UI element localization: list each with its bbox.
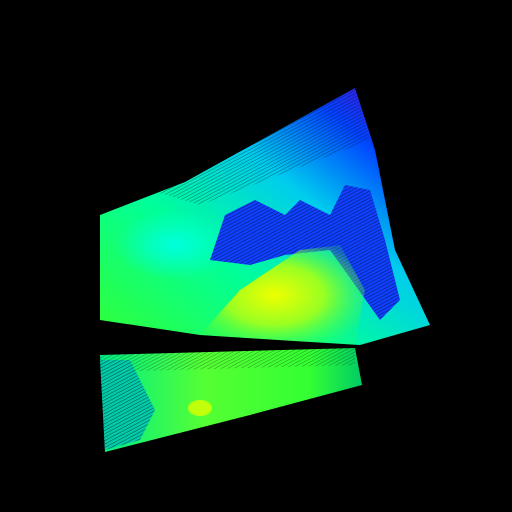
yellow-spot	[188, 400, 212, 416]
bright-field	[200, 245, 365, 345]
lower-slab	[100, 348, 362, 452]
upper-stripes	[150, 88, 370, 205]
cyan-patch	[115, 210, 235, 280]
lower-left-texture	[100, 360, 155, 450]
lower-stripes	[100, 348, 355, 372]
